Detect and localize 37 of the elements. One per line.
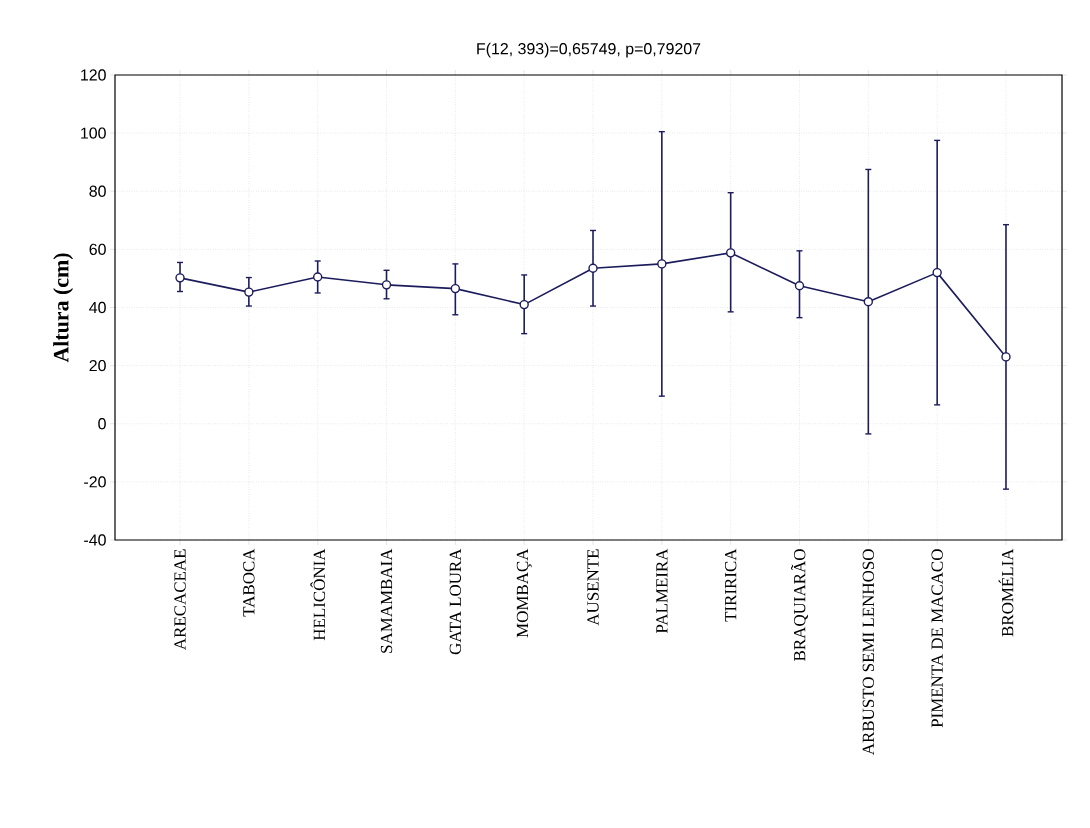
y-tick-label: 60: [89, 243, 106, 256]
x-tick-label: HELICÔNIA: [310, 548, 326, 641]
x-tick-label: TABOCA: [243, 548, 255, 617]
y-tick-label: 40: [89, 301, 106, 314]
y-tick-label: -40: [84, 534, 106, 546]
point: [1001, 352, 1011, 362]
point: [519, 299, 529, 310]
x-tick-label: PALMEIRA: [656, 548, 668, 634]
y-tick-label: 100: [81, 127, 106, 139]
point: [450, 283, 461, 294]
point: [175, 273, 185, 283]
y-tick-label: 0: [98, 418, 106, 430]
point: [725, 248, 736, 258]
point: [794, 281, 805, 291]
point: [863, 296, 874, 307]
point: [932, 267, 942, 278]
x-tick-label: MOMBAÇA: [516, 548, 532, 638]
x-tick-label: BROMÉLIA: [998, 548, 1014, 637]
chart-title: F(12, 393)=0,65749, p=0,79207: [477, 42, 701, 58]
x-tick-label: BRAQUIARÃO: [791, 549, 808, 661]
point: [657, 259, 667, 269]
point: [588, 263, 598, 273]
y-axis-title: Altura (cm): [53, 253, 74, 363]
point: [244, 287, 254, 297]
x-tick-label: TIRIRICA: [724, 548, 737, 622]
x-tick-label: AUSENTE: [587, 549, 599, 626]
x-tick-label: SAMAMBAIA: [380, 548, 393, 653]
y-tick-label: -20: [84, 476, 106, 488]
y-tick-label: 80: [89, 185, 106, 197]
y-tick-label: 20: [89, 359, 106, 372]
point: [381, 280, 392, 290]
x-tick-label: ARECACEAE: [174, 549, 186, 650]
x-tick-label: PIMENTA DE MACACO: [931, 549, 943, 728]
point: [312, 272, 323, 282]
x-tick-label: ARBUSTO SEMI LENHOSO: [862, 549, 875, 756]
y-tick-label: 120: [81, 69, 106, 81]
x-tick-label: GATA LOURA: [449, 548, 462, 655]
